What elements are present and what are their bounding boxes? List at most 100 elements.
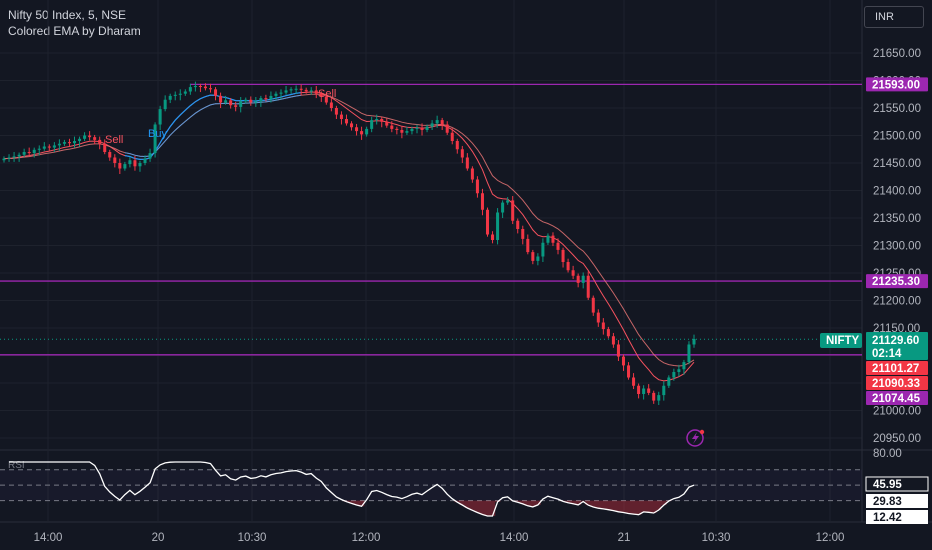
candle-body bbox=[516, 220, 520, 229]
candle-body bbox=[279, 92, 283, 94]
candle-body bbox=[93, 137, 97, 140]
indicator-title: Colored EMA by Dharam bbox=[8, 24, 141, 38]
candle-body bbox=[83, 135, 87, 139]
x-axis: 14:00 20 10:30 12:00 14:00 21 10:30 12:00 bbox=[34, 532, 845, 544]
candle-body bbox=[385, 121, 389, 126]
y-tick-label: 21350.00 bbox=[873, 213, 921, 225]
candle-body bbox=[314, 90, 318, 94]
candle-body bbox=[344, 119, 348, 124]
candle-body bbox=[360, 131, 364, 135]
rsi-tag: 12.42 bbox=[866, 510, 928, 524]
rsi-tag-bg bbox=[866, 510, 928, 524]
y-tick-label: 21000.00 bbox=[873, 406, 921, 418]
candle-body bbox=[113, 157, 117, 163]
signal-labels: Sell Buy Sell bbox=[105, 88, 336, 146]
candle-body bbox=[551, 235, 555, 243]
candle-body bbox=[460, 149, 464, 158]
level-tag-text: 21593.00 bbox=[872, 79, 920, 91]
candle-body bbox=[73, 141, 77, 144]
candle-body bbox=[606, 329, 610, 337]
y-tick-label: 20950.00 bbox=[873, 433, 921, 445]
last-price-tag-text: 21129.60 bbox=[872, 335, 919, 347]
candle-body bbox=[339, 114, 343, 119]
candle-body bbox=[541, 242, 545, 257]
candle-body bbox=[627, 365, 631, 378]
candle-body bbox=[677, 369, 681, 372]
candle-body bbox=[420, 127, 424, 130]
candle-body bbox=[249, 99, 253, 103]
candle-body bbox=[450, 132, 454, 141]
level-tag-bg bbox=[866, 77, 928, 92]
candle-body bbox=[526, 238, 530, 253]
candle-body bbox=[662, 385, 666, 396]
lightning-icon[interactable] bbox=[686, 429, 705, 447]
candle-body bbox=[576, 275, 580, 283]
candle-body bbox=[57, 143, 61, 146]
candle-body bbox=[108, 152, 112, 158]
level-tag-text: 21074.45 bbox=[872, 393, 921, 405]
candle-body bbox=[480, 193, 484, 210]
candle-body bbox=[687, 344, 691, 363]
x-tick-label: 12:00 bbox=[352, 532, 381, 544]
candle-body bbox=[319, 93, 323, 97]
x-tick-label: 12:00 bbox=[816, 532, 845, 544]
candle-body bbox=[430, 123, 434, 127]
candle-body bbox=[42, 146, 46, 149]
rsi-label: RSI bbox=[8, 460, 25, 471]
candle-body bbox=[173, 94, 177, 96]
candle-body bbox=[682, 362, 686, 370]
candle-body bbox=[511, 200, 515, 221]
horizontal-levels bbox=[0, 83, 862, 356]
ema-tag-text: 21101.27 bbox=[872, 363, 919, 375]
candle-body bbox=[405, 131, 409, 133]
ema-slow-line bbox=[3, 93, 695, 367]
candle-body bbox=[7, 157, 11, 159]
candle-body bbox=[365, 128, 369, 135]
candle-body bbox=[566, 262, 570, 271]
y-tick-label: 21200.00 bbox=[873, 296, 921, 308]
x-tick-label: 14:00 bbox=[34, 532, 63, 544]
lightning-icon-bolt bbox=[692, 432, 699, 444]
rsi-oversold-fill bbox=[343, 500, 672, 516]
ema-tag-text: 21090.33 bbox=[872, 378, 920, 390]
ema-tag: 21090.33 bbox=[866, 376, 928, 390]
x-tick-label: 10:30 bbox=[238, 532, 267, 544]
level-tag: 21074.45 bbox=[866, 391, 928, 405]
candle-body bbox=[259, 98, 263, 102]
candle-body bbox=[153, 124, 157, 154]
candle-body bbox=[586, 275, 590, 298]
misc-icons bbox=[686, 429, 705, 447]
y-tick-label: 21400.00 bbox=[873, 186, 921, 198]
candle-body bbox=[133, 160, 137, 167]
notification-dot bbox=[699, 429, 705, 435]
rsi-tag-text: 45.95 bbox=[873, 479, 902, 491]
candle-body bbox=[178, 93, 182, 95]
candle-body bbox=[642, 388, 646, 394]
level-tag-bg bbox=[866, 274, 928, 289]
candle-body bbox=[128, 160, 132, 165]
candle-body bbox=[148, 153, 152, 159]
candle-body bbox=[415, 127, 419, 129]
currency-button[interactable]: INR bbox=[864, 6, 924, 28]
candle-body bbox=[158, 109, 162, 125]
ema-buy-segment-slow bbox=[124, 94, 302, 158]
signal-label: Sell bbox=[318, 88, 336, 100]
candle-body bbox=[2, 158, 6, 161]
candle-body bbox=[390, 125, 394, 129]
candle-body bbox=[667, 377, 671, 386]
candle-body bbox=[465, 157, 469, 169]
candle-body bbox=[264, 98, 268, 100]
candle-body bbox=[284, 90, 288, 93]
candle-body bbox=[501, 202, 505, 213]
candle-body bbox=[380, 119, 384, 122]
candle-body bbox=[304, 89, 308, 92]
ema-fast-line bbox=[3, 91, 695, 382]
candle-body bbox=[67, 142, 71, 144]
candle-body bbox=[400, 130, 404, 133]
level-tag: 21235.30 bbox=[866, 274, 928, 289]
candle-body bbox=[47, 146, 51, 148]
candle-body bbox=[692, 339, 696, 345]
